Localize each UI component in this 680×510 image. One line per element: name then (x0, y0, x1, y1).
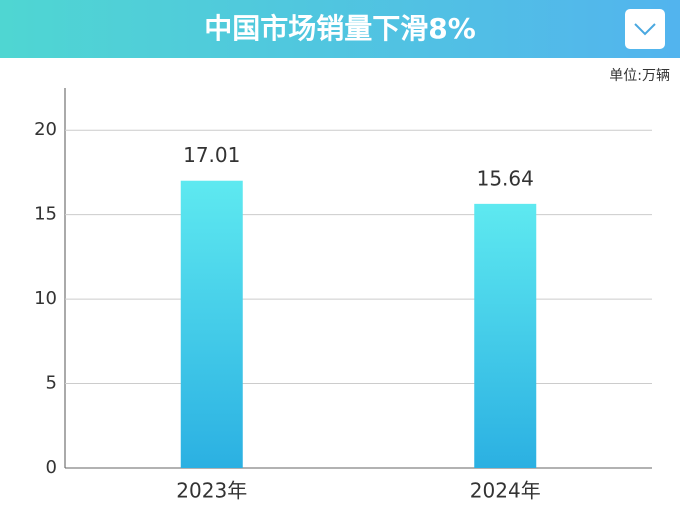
x-tick-label: 2024年 (470, 479, 541, 503)
y-tick-label: 10 (34, 288, 57, 309)
y-tick-label: 0 (46, 457, 57, 478)
y-tick-label: 15 (34, 204, 57, 225)
unit-label: 单位:万辆 (609, 68, 670, 84)
value-label: 15.64 (477, 166, 534, 190)
chevron-icon (634, 23, 656, 36)
chart-title: 中国市场销量下滑8% (204, 12, 476, 45)
y-tick-label: 5 (46, 373, 57, 394)
y-tick-label: 20 (34, 119, 57, 140)
value-label: 17.01 (183, 143, 240, 167)
bar (180, 180, 243, 468)
x-tick-label: 2023年 (176, 479, 247, 503)
header-bar (0, 0, 680, 58)
bar (474, 203, 537, 468)
dropdown-button[interactable] (625, 9, 665, 49)
